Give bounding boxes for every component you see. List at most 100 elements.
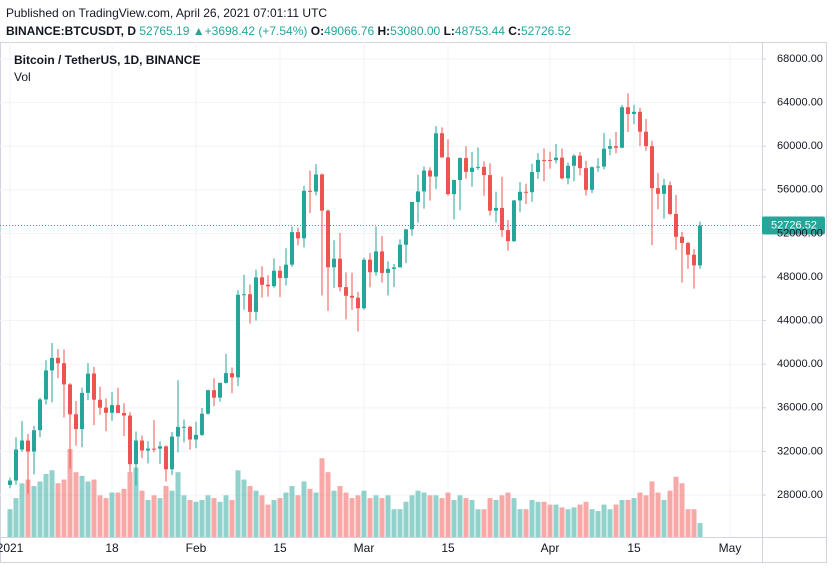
volume-bar bbox=[85, 481, 91, 537]
volume-bar bbox=[193, 501, 199, 537]
y-tick-label: 28000.00 bbox=[777, 489, 823, 501]
candle-body bbox=[50, 357, 54, 371]
candle-body bbox=[20, 440, 24, 450]
volume-bar bbox=[133, 467, 139, 537]
candle-body bbox=[590, 167, 594, 190]
y-tick-label: 56000.00 bbox=[777, 184, 823, 196]
candle-body bbox=[470, 167, 474, 172]
volume-bar bbox=[493, 499, 499, 537]
candle-body bbox=[92, 373, 96, 400]
candle-body bbox=[212, 390, 216, 398]
y-tick-label: 60000.00 bbox=[777, 140, 823, 152]
c: 52726.52 bbox=[520, 24, 572, 38]
candle-body bbox=[602, 148, 606, 167]
candle-body bbox=[224, 373, 228, 383]
frame bbox=[0, 42, 827, 563]
volume-bar bbox=[7, 509, 13, 537]
volume-bar bbox=[109, 492, 115, 537]
volume-bar bbox=[661, 499, 667, 537]
candle-body bbox=[524, 191, 528, 193]
candle-body bbox=[488, 175, 492, 211]
x-tick-label: 18 bbox=[105, 541, 119, 555]
change: +3698.42 (+7.54%) bbox=[204, 24, 308, 38]
x-tick-label: Mar bbox=[354, 541, 375, 555]
volume-bar bbox=[673, 476, 679, 537]
volume-bar bbox=[25, 479, 31, 537]
volume-bar bbox=[181, 495, 187, 537]
volume-bar bbox=[169, 490, 175, 537]
volume-bar bbox=[535, 501, 541, 537]
volume-bar bbox=[187, 499, 193, 537]
volume-bar bbox=[97, 495, 103, 537]
candle-body bbox=[362, 259, 366, 309]
volume-bar bbox=[451, 499, 457, 537]
candle-body bbox=[464, 158, 468, 172]
volume-bar bbox=[541, 501, 547, 537]
candle-body bbox=[386, 268, 390, 273]
volume-bar bbox=[61, 479, 67, 537]
candle-body bbox=[410, 201, 414, 230]
candle-body bbox=[626, 107, 630, 114]
candle-body bbox=[290, 232, 294, 265]
candle-body bbox=[182, 426, 186, 428]
candle-body bbox=[596, 166, 600, 168]
volume-bar bbox=[499, 495, 505, 537]
candle-body bbox=[662, 185, 666, 194]
volume-bar bbox=[235, 470, 241, 537]
volume-bar bbox=[517, 509, 523, 537]
volume-label: Vol bbox=[14, 70, 31, 84]
candle-body bbox=[14, 449, 18, 481]
price-label-box bbox=[762, 216, 825, 235]
x-tick-label: 2021 bbox=[0, 541, 24, 555]
volume-bar bbox=[487, 498, 493, 537]
volume-bar bbox=[409, 495, 415, 537]
candle-body bbox=[152, 448, 156, 450]
volume-bar bbox=[607, 509, 613, 537]
volume-bar bbox=[655, 492, 661, 537]
y-tick-label: 44000.00 bbox=[777, 315, 823, 327]
volume-bar bbox=[301, 481, 307, 537]
l: 48753.44 bbox=[454, 24, 505, 38]
y-tick-label: 68000.00 bbox=[777, 53, 823, 65]
volume-bar bbox=[463, 498, 469, 537]
h: 53080.00 bbox=[390, 24, 441, 38]
candle-body bbox=[32, 430, 36, 452]
candle-body bbox=[242, 294, 246, 296]
candle-body bbox=[140, 440, 144, 451]
volume-bar bbox=[241, 479, 247, 537]
candle-body bbox=[8, 480, 12, 485]
candle-body bbox=[44, 370, 48, 400]
volume-bar bbox=[349, 498, 355, 537]
candle-body bbox=[620, 107, 624, 148]
volume-bar bbox=[427, 495, 433, 537]
candle-body bbox=[26, 440, 30, 452]
candle-body bbox=[560, 157, 564, 179]
volume-bar bbox=[679, 483, 685, 537]
candle-body bbox=[644, 131, 648, 147]
candle-body bbox=[422, 170, 426, 192]
candle-body bbox=[104, 407, 108, 413]
candle-body bbox=[302, 190, 306, 239]
volume-bar bbox=[337, 486, 343, 537]
candle-body bbox=[134, 440, 138, 465]
volume-bar bbox=[73, 472, 79, 537]
volume-bar bbox=[217, 501, 223, 537]
candle-body bbox=[650, 146, 654, 189]
candle-body bbox=[506, 230, 510, 242]
l-label: L: bbox=[443, 24, 455, 38]
candle-body bbox=[368, 259, 372, 273]
candle-body bbox=[320, 174, 324, 211]
volume-bar bbox=[259, 495, 265, 537]
x-tick-label: 15 bbox=[627, 541, 641, 555]
volume-bar bbox=[601, 504, 607, 537]
o-label: O: bbox=[310, 24, 325, 38]
candle-body bbox=[326, 210, 330, 268]
candle-body bbox=[218, 382, 222, 398]
volume-bar bbox=[331, 490, 337, 537]
candle-body bbox=[248, 294, 252, 312]
h-label: H: bbox=[377, 24, 391, 38]
candle-body bbox=[200, 413, 204, 435]
candle-body bbox=[440, 133, 444, 158]
